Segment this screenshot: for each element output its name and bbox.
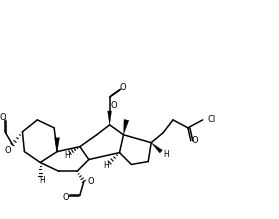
Text: O: O bbox=[88, 177, 94, 186]
Text: Cl: Cl bbox=[208, 115, 216, 124]
Text: O: O bbox=[110, 101, 117, 110]
Text: H: H bbox=[64, 151, 70, 160]
Polygon shape bbox=[151, 143, 162, 153]
Text: O: O bbox=[119, 83, 126, 92]
Text: H: H bbox=[39, 176, 45, 185]
Text: O: O bbox=[5, 146, 11, 155]
Polygon shape bbox=[108, 111, 112, 125]
Polygon shape bbox=[124, 119, 129, 135]
Text: O: O bbox=[0, 113, 6, 122]
Text: O: O bbox=[191, 136, 198, 145]
Text: H: H bbox=[103, 161, 109, 170]
Polygon shape bbox=[55, 138, 60, 152]
Text: H: H bbox=[163, 150, 169, 159]
Text: O: O bbox=[63, 193, 69, 202]
